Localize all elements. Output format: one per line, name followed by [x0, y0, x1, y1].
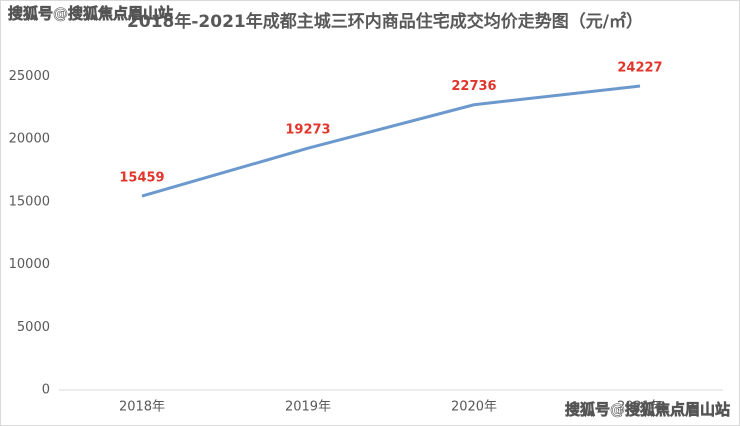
series-line — [141, 84, 641, 198]
data-label: 22736 — [451, 79, 496, 94]
data-label: 15459 — [119, 171, 164, 186]
x-tick-label: 2021年 — [617, 400, 663, 415]
y-tick-label: 25000 — [9, 69, 50, 84]
y-tick-label: 20000 — [9, 132, 50, 147]
watermark: 搜狐号@搜狐焦点眉山站 — [565, 401, 730, 419]
data-label: 24227 — [617, 61, 662, 76]
x-tick-label: 2018年 — [119, 400, 165, 415]
y-tick-label: 15000 — [9, 194, 50, 209]
x-tick-label: 2020年 — [451, 400, 497, 415]
y-tick-label: 0 — [42, 383, 50, 398]
data-label: 19273 — [285, 123, 330, 138]
watermark: 搜狐号@搜狐焦点眉山站 — [8, 5, 173, 23]
y-tick-label: 10000 — [9, 257, 50, 272]
y-tick-label: 5000 — [17, 320, 50, 335]
x-tick-label: 2019年 — [285, 400, 331, 415]
chart-title: 2018年-2021年成都主城三环内商品住宅成交均价走势图（元/㎡） — [127, 11, 643, 32]
